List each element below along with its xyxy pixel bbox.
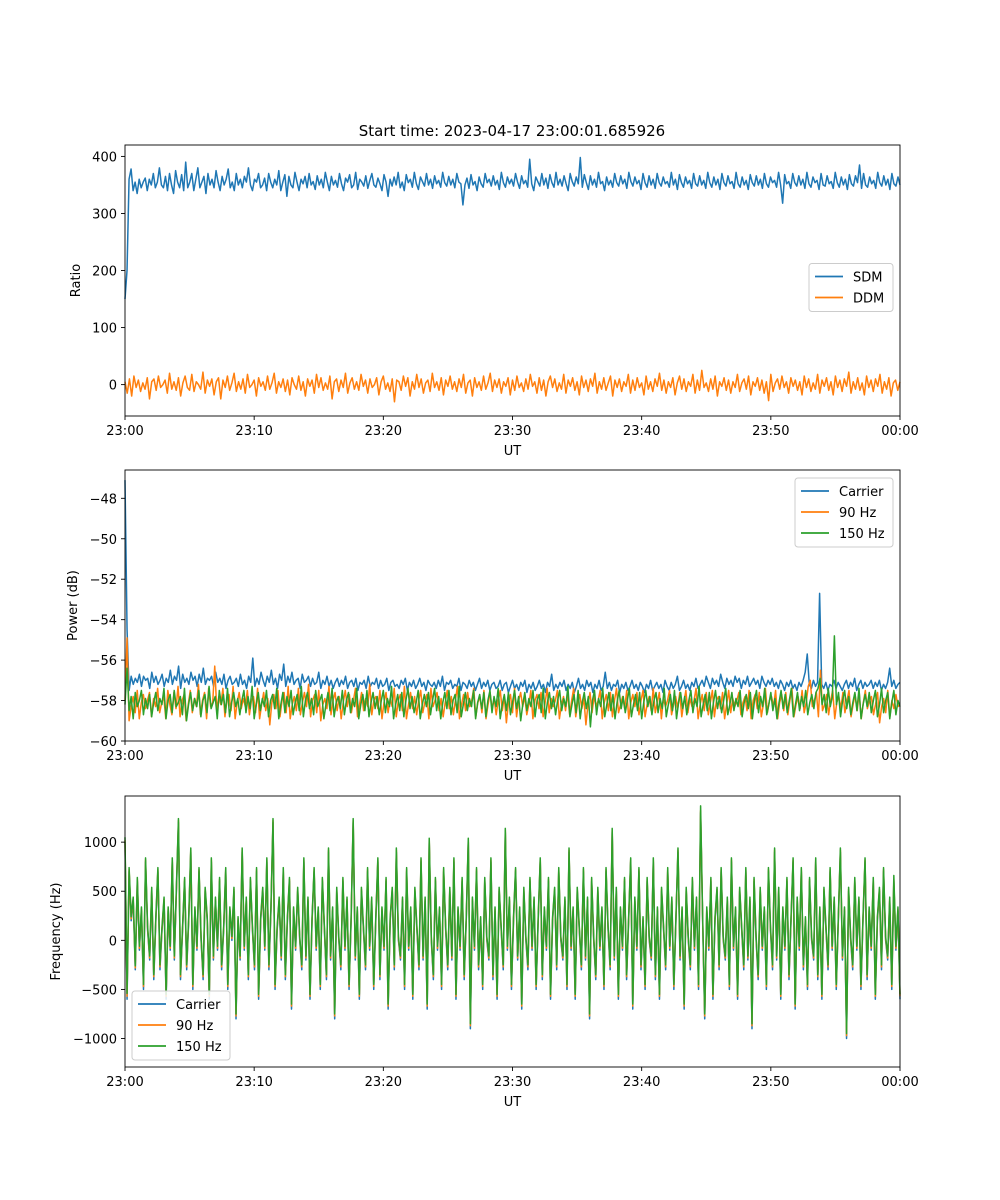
- y-tick-label: 200: [92, 265, 117, 280]
- series-line-carrier: [124, 480, 901, 694]
- legend-label: 90 Hz: [839, 506, 876, 521]
- chart-panel-2: 23:00 23:10 23:20 23:30 23:40 23:50 00:00 −60 −5…: [66, 469, 919, 784]
- x-tick-label: 23:10: [235, 424, 272, 439]
- legend-label: 90 Hz: [176, 1019, 213, 1034]
- x-tick-label: 23:20: [365, 749, 402, 764]
- y-tick-label: −58: [90, 695, 117, 710]
- y-tick-label: 0: [109, 934, 117, 949]
- x-tick-label: 23:00: [106, 749, 143, 764]
- series-line-150-hz: [124, 805, 901, 1035]
- y-tick-label: 500: [92, 885, 117, 900]
- x-tick-label: 23:20: [365, 1075, 402, 1090]
- legend-label: 150 Hz: [839, 527, 885, 542]
- y-axis-label: Power (dB): [66, 570, 81, 641]
- legend-label: Carrier: [839, 485, 884, 500]
- x-tick-label: 23:50: [752, 749, 789, 764]
- y-tick-label: −54: [90, 614, 117, 629]
- x-axis-label: UT: [504, 444, 522, 459]
- chart-panel-1: 23:00 23:10 23:20 23:30 23:40 23:50 00:00 0 100 2…: [69, 144, 919, 459]
- legend-label: Carrier: [176, 998, 221, 1013]
- x-tick-label: 23:10: [235, 1075, 272, 1090]
- y-axis-label: Frequency (Hz): [49, 882, 64, 980]
- series-group: [124, 156, 901, 403]
- x-tick-label: 00:00: [881, 1075, 918, 1090]
- legend-box: [131, 990, 231, 1061]
- x-tick-label: 23:40: [623, 424, 660, 439]
- series-line-ddm: [124, 369, 901, 403]
- figure-title: Start time: 2023-04-17 23:00:01.685926: [359, 122, 665, 140]
- y-tick-label: 300: [92, 207, 117, 222]
- legend: Carrier 90 Hz 150 Hz: [131, 990, 231, 1061]
- y-tick-label: −1000: [73, 1033, 117, 1048]
- x-tick-label: 23:30: [494, 424, 531, 439]
- x-tick-label: 00:00: [881, 749, 918, 764]
- x-tick-label: 23:10: [235, 749, 272, 764]
- series-line-sdm: [124, 156, 901, 300]
- x-tick-label: 00:00: [881, 424, 918, 439]
- y-tick-label: −60: [90, 735, 117, 750]
- y-tick-label: 1000: [84, 836, 117, 851]
- legend: Carrier 90 Hz 150 Hz: [794, 477, 894, 548]
- y-tick-label: −52: [90, 573, 117, 588]
- legend-label: DDM: [853, 292, 884, 307]
- x-tick-label: 23:20: [365, 424, 402, 439]
- x-tick-label: 23:30: [494, 749, 531, 764]
- legend-label: SDM: [853, 271, 882, 286]
- x-tick-label: 23:50: [752, 1075, 789, 1090]
- series-line-150-hz: [124, 635, 901, 728]
- series-group: [124, 480, 901, 728]
- x-axis-label: UT: [504, 769, 522, 784]
- y-tick-label: 400: [92, 150, 117, 165]
- y-axis-label: Ratio: [69, 264, 84, 297]
- y-tick-label: −500: [81, 983, 117, 998]
- y-tick-label: 0: [109, 379, 117, 394]
- y-tick-label: −48: [90, 492, 117, 507]
- legend: SDM DDM: [808, 263, 894, 312]
- chart-panels: 23:00 23:10 23:20 23:30 23:40 23:50 00:00 0 100 2…: [49, 144, 919, 1110]
- series-group: [124, 805, 901, 1040]
- chart-panel-3: 23:00 23:10 23:20 23:30 23:40 23:50 00:00 −1000…: [49, 795, 919, 1110]
- x-axis-label: UT: [504, 1095, 522, 1110]
- legend-box: [794, 477, 894, 548]
- x-tick-label: 23:00: [106, 424, 143, 439]
- y-tick-label: 100: [92, 322, 117, 337]
- x-tick-label: 23:00: [106, 1075, 143, 1090]
- y-tick-label: −50: [90, 533, 117, 548]
- x-tick-label: 23:40: [623, 749, 660, 764]
- legend-box: [808, 263, 894, 312]
- x-tick-label: 23:50: [752, 424, 789, 439]
- y-tick-label: −56: [90, 654, 117, 669]
- legend-label: 150 Hz: [176, 1040, 222, 1055]
- x-tick-label: 23:30: [494, 1075, 531, 1090]
- x-tick-label: 23:40: [623, 1075, 660, 1090]
